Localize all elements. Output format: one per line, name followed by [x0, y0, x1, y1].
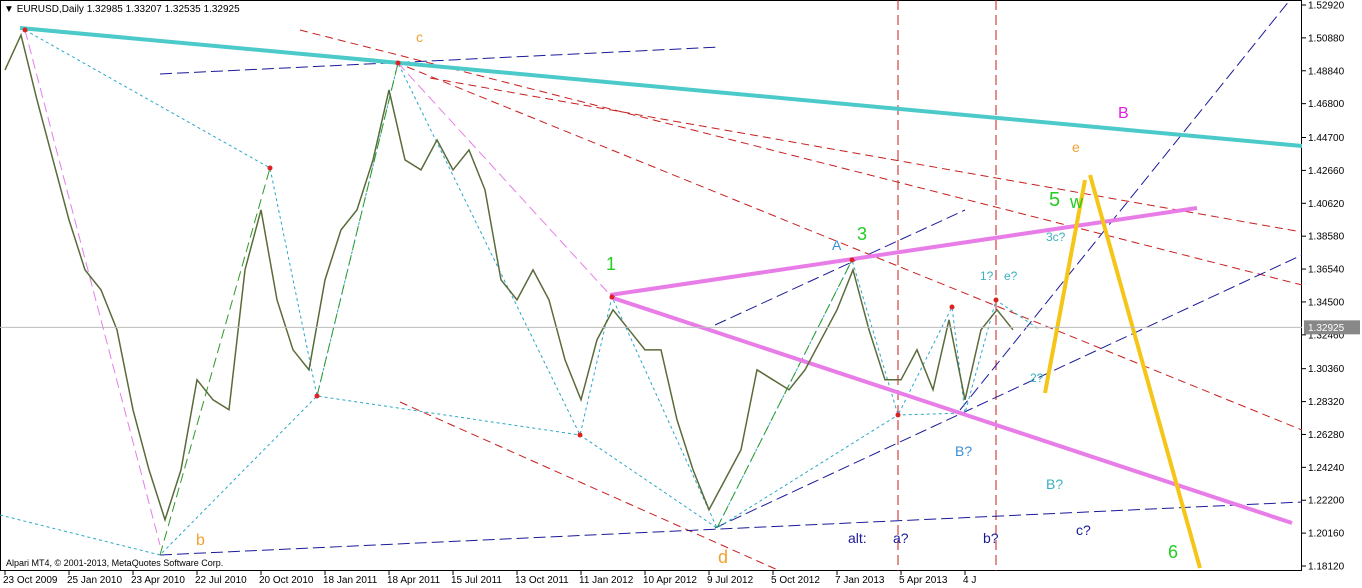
trendline	[1043, 179, 1087, 394]
x-tick-label: 13 Oct 2011	[515, 575, 569, 586]
annotation: B?	[1046, 476, 1063, 492]
pivot	[993, 297, 999, 303]
x-tick-label: 5 Oct 2012	[771, 575, 820, 586]
y-tick-label: 1.42660	[1308, 166, 1345, 177]
annotations: c b d 1 3 A 5 w e B 1? e? 3c? 2? B? B? a…	[196, 29, 1178, 567]
pivot	[395, 60, 401, 66]
x-tick-label: 18 Apr 2011	[387, 575, 441, 586]
annotation: c?	[1076, 522, 1091, 538]
trendline	[399, 401, 781, 572]
annotation: 6	[1168, 542, 1178, 562]
y-tick-label: 1.18120	[1308, 562, 1345, 573]
wave-line	[397, 62, 613, 298]
y-tick-label: 1.38580	[1308, 232, 1345, 243]
x-tick-label: 23 Apr 2010	[131, 575, 185, 586]
high: 1.33207	[126, 4, 163, 15]
annotation: e?	[1004, 269, 1018, 283]
trendline	[429, 77, 1303, 233]
wave-line	[24, 29, 161, 546]
y-tick-label: 1.24240	[1308, 463, 1345, 474]
x-tick-label: 22 Jul 2010	[195, 575, 247, 586]
x-tick-label: 7 Jan 2013	[835, 575, 885, 586]
trendline	[394, 61, 1303, 431]
annotation: 2?	[1030, 371, 1044, 385]
annotation: w	[1069, 192, 1084, 212]
x-tick-label: 18 Jan 2011	[323, 575, 378, 586]
x-tick-label: 20 Oct 2010	[259, 575, 314, 586]
y-tick-label: 1.34500	[1308, 297, 1345, 308]
price-line	[4, 32, 1014, 523]
last-price-box	[1304, 320, 1360, 335]
low: 1.32535	[165, 4, 202, 15]
pivot	[314, 393, 320, 399]
pivot	[849, 257, 855, 263]
annotation: d	[718, 547, 728, 567]
trendline	[1088, 174, 1202, 569]
y-tick-label: 1.30360	[1308, 364, 1345, 375]
pivot	[22, 27, 28, 33]
x-tick-label: 5 Apr 2013	[899, 575, 948, 586]
close: 1.32925	[204, 4, 241, 15]
footer: Alpari MT4, © 2001-2013, MetaQuotes Soft…	[6, 558, 223, 568]
open: 1.32985	[87, 4, 124, 15]
annotation: a?	[893, 530, 909, 546]
trendline	[714, 254, 1303, 529]
annotation: B	[1118, 105, 1129, 122]
y-tick-label: 1.28320	[1308, 397, 1345, 408]
last-price-label: 1.32925	[1308, 323, 1345, 334]
annotation: 1	[606, 254, 616, 274]
trendline	[714, 209, 966, 326]
annotation: b?	[983, 530, 999, 546]
annotation: alt:	[848, 530, 867, 546]
plot-frame	[0, 0, 1302, 571]
y-tick-label: 1.22200	[1308, 496, 1345, 507]
y-tick-label: 1.40620	[1308, 199, 1345, 210]
pivot	[577, 432, 583, 438]
y-tick-label: 1.48840	[1308, 66, 1345, 77]
annotation: e	[1072, 139, 1080, 155]
annotation: c	[416, 29, 423, 45]
pivot	[267, 165, 273, 171]
x-tick-label: 9 Jul 2012	[707, 575, 754, 586]
y-tick-label: 1.50880	[1308, 33, 1345, 44]
x-tick-label: 25 Jan 2010	[67, 575, 122, 586]
x-tick-label: 10 Apr 2012	[643, 575, 697, 586]
annotation: 3	[857, 224, 867, 244]
x-tick-label: 23 Oct 2009	[3, 575, 58, 586]
annotation: B?	[955, 443, 972, 459]
annotation: 3c?	[1046, 230, 1066, 244]
wave-line	[316, 62, 399, 397]
pivot	[949, 304, 955, 310]
symbol: EURUSD,Daily	[17, 4, 84, 15]
annotation: b	[196, 532, 205, 549]
pivot	[609, 294, 615, 300]
annotation: 5	[1049, 189, 1060, 211]
trendline	[299, 29, 1303, 286]
x-tick-label: 15 Jul 2011	[451, 575, 502, 586]
y-tick-label: 1.46800	[1308, 99, 1345, 110]
pivots	[22, 27, 999, 438]
y-tick-label: 1.26280	[1308, 430, 1345, 441]
header: ▼ EURUSD,Daily 1.32985 1.33207 1.32535 1…	[4, 4, 240, 15]
wave-line	[159, 167, 271, 556]
trendline	[19, 26, 1303, 148]
x-tick-label: 4 J	[963, 575, 976, 586]
annotation: 1?	[980, 269, 994, 283]
trendline	[159, 46, 721, 75]
trendline	[159, 501, 1303, 556]
annotation: A	[832, 237, 842, 253]
y-tick-label: 1.20160	[1308, 529, 1345, 540]
x-tick-label: 11 Jan 2012	[579, 575, 634, 586]
y-tick-label: 1.36540	[1308, 265, 1345, 276]
y-tick-label: 1.44700	[1308, 133, 1345, 144]
pivot	[895, 412, 901, 418]
trendline	[959, 0, 1291, 411]
trendline	[609, 206, 1198, 297]
y-tick-label: 1.52920	[1308, 0, 1345, 11]
wave-line	[716, 259, 853, 529]
y-tick-label: 1.32460	[1308, 330, 1345, 341]
